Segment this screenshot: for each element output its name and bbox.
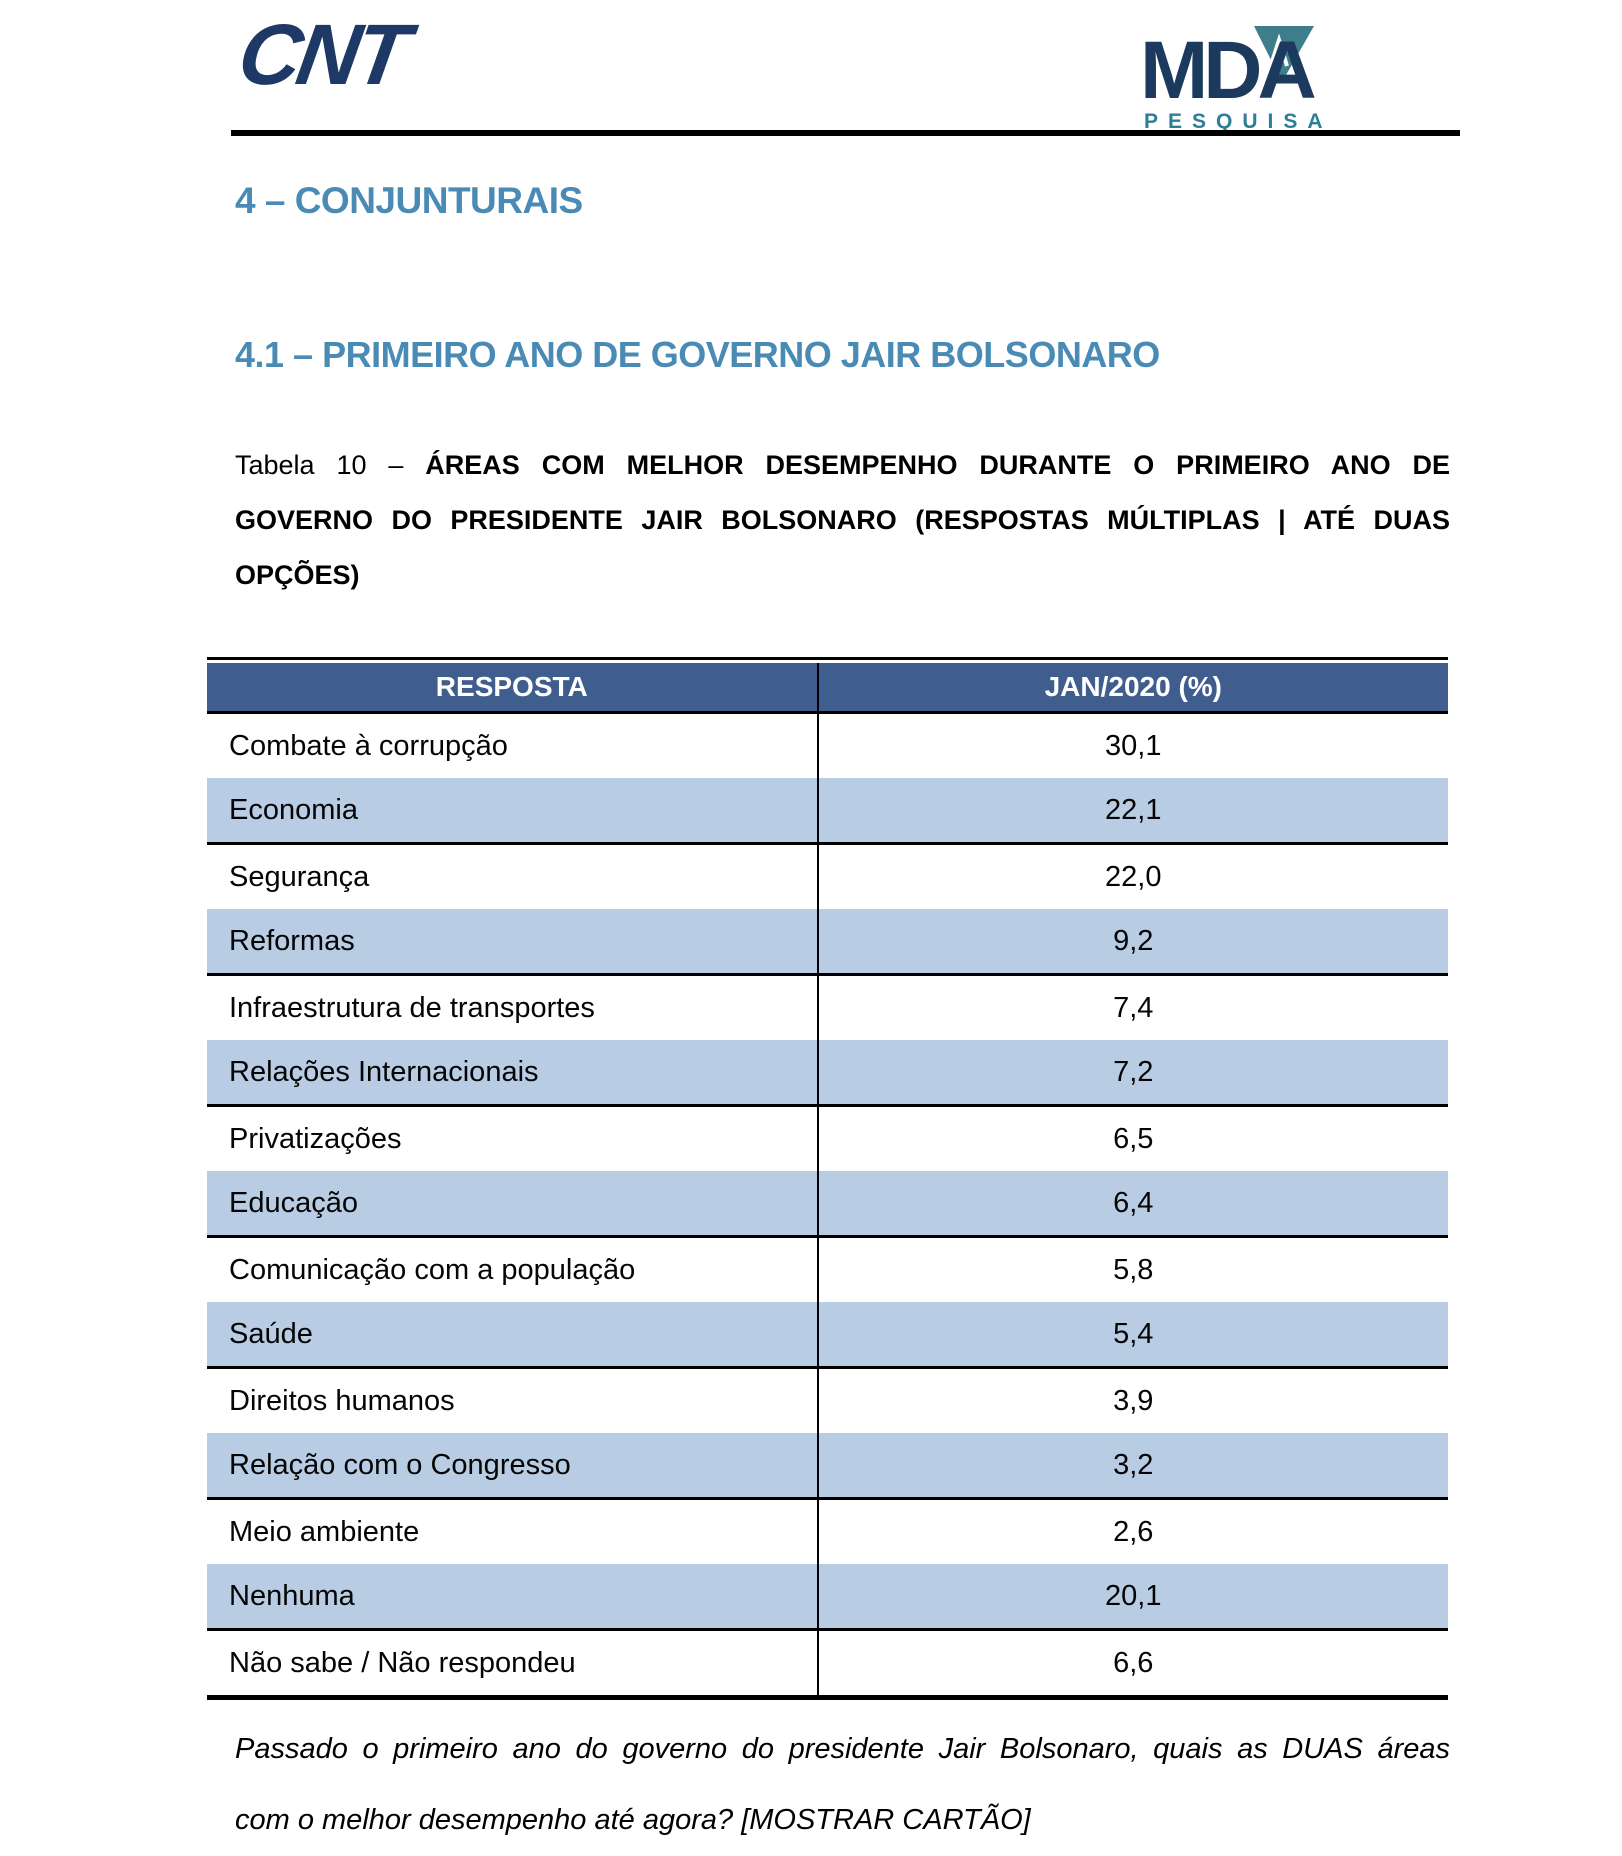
response-label: Direitos humanos bbox=[207, 1367, 819, 1433]
column-header-resposta: RESPOSTA bbox=[207, 663, 819, 714]
mda-pulse-icon bbox=[1258, 33, 1289, 74]
response-value: 5,8 bbox=[1113, 1253, 1154, 1286]
section-heading: 4 – CONJUNTURAIS bbox=[235, 180, 583, 221]
table-row: Direitos humanos 3,9 bbox=[207, 1367, 1448, 1433]
mda-logo-subtext: PESQUISA bbox=[1144, 110, 1333, 132]
response-label: Relação com o Congresso bbox=[207, 1433, 819, 1500]
table-caption-line-3: OPÇÕES) bbox=[235, 560, 360, 590]
response-label: Nenhuma bbox=[207, 1564, 819, 1631]
response-value: 6,4 bbox=[817, 1171, 1448, 1238]
response-label: Comunicação com a população bbox=[207, 1236, 819, 1302]
response-label: Segurança bbox=[207, 843, 819, 909]
footnote-line-1: Passado o primeiro ano do governo do pre… bbox=[235, 1733, 1450, 1765]
response-label: Relações Internacionais bbox=[207, 1040, 819, 1107]
results-table-wrapper: RESPOSTA JAN/2020 (%) Combate à corrupçã… bbox=[207, 657, 1448, 1700]
survey-question-footnote: Passado o primeiro ano do governo do pre… bbox=[235, 1714, 1450, 1856]
response-value: 3,2 bbox=[817, 1433, 1448, 1500]
mda-logo-graphic: MDA PESQUISA bbox=[1140, 25, 1333, 133]
table-row: Infraestrutura de transportes 7,4 bbox=[207, 974, 1448, 1040]
table-caption-line-2: GOVERNO DO PRESIDENTE JAIR BOLSONARO (RE… bbox=[235, 505, 1450, 535]
response-value: 30,1 bbox=[1105, 729, 1162, 762]
response-value: 6,5 bbox=[1113, 1122, 1154, 1155]
cnt-logo: CNT bbox=[232, 7, 412, 103]
footnote-line-2: com o melhor desempenho até agora? [MOST… bbox=[235, 1804, 1031, 1836]
table-caption-prefix: Tabela 10 – bbox=[235, 450, 426, 480]
response-label: Infraestrutura de transportes bbox=[207, 974, 819, 1040]
table-row: Meio ambiente 2,6 bbox=[207, 1498, 1448, 1564]
response-label: Não sabe / Não respondeu bbox=[207, 1629, 819, 1700]
mda-logo-text: MDA bbox=[1142, 25, 1316, 116]
response-label: Economia bbox=[207, 778, 819, 845]
subsection-heading: 4.1 – PRIMEIRO ANO DE GOVERNO JAIR BOLSO… bbox=[235, 334, 1160, 375]
table-row: Segurança 22,0 bbox=[207, 843, 1448, 909]
response-label: Reformas bbox=[207, 909, 819, 976]
response-label: Saúde bbox=[207, 1302, 819, 1369]
column-header-jan2020: JAN/2020 (%) bbox=[817, 663, 1448, 714]
table-row: Privatizações 6,5 bbox=[207, 1105, 1448, 1171]
response-value: 2,6 bbox=[1113, 1515, 1154, 1548]
table-caption-title-part1: ÁREAS COM MELHOR DESEMPENHO DURANTE O PR… bbox=[425, 450, 1450, 480]
response-label: Privatizações bbox=[207, 1105, 819, 1171]
table-row: Combate à corrupção 30,1 bbox=[207, 712, 1448, 778]
response-value: 22,1 bbox=[817, 778, 1448, 845]
table-caption: Tabela 10 – ÁREAS COM MELHOR DESEMPENHO … bbox=[235, 438, 1450, 603]
table-row: Nenhuma 20,1 bbox=[207, 1564, 1448, 1631]
page-header: CNT MDA PESQUISA bbox=[231, 7, 1460, 137]
table-row: Educação 6,4 bbox=[207, 1171, 1448, 1238]
response-value: 7,2 bbox=[817, 1040, 1448, 1107]
response-value: 9,2 bbox=[817, 909, 1448, 976]
header-rule bbox=[231, 130, 1460, 136]
results-table: RESPOSTA JAN/2020 (%) Combate à corrupçã… bbox=[207, 663, 1448, 1700]
response-value: 5,4 bbox=[817, 1302, 1448, 1369]
table-caption-line-1: Tabela 10 – ÁREAS COM MELHOR DESEMPENHO … bbox=[235, 438, 1450, 493]
header-row: RESPOSTA JAN/2020 (%) bbox=[207, 663, 1448, 714]
table-row: Relação com o Congresso 3,2 bbox=[207, 1433, 1448, 1500]
results-table-head: RESPOSTA JAN/2020 (%) bbox=[207, 663, 1448, 714]
response-label: Educação bbox=[207, 1171, 819, 1238]
response-label: Combate à corrupção bbox=[207, 712, 819, 778]
table-row: Relações Internacionais 7,2 bbox=[207, 1040, 1448, 1107]
table-row: Economia 22,1 bbox=[207, 778, 1448, 845]
mda-pesquisa-logo: MDA PESQUISA bbox=[1140, 16, 1358, 137]
response-value: 20,1 bbox=[817, 1564, 1448, 1631]
table-row: Comunicação com a população 5,8 bbox=[207, 1236, 1448, 1302]
results-table-body: Combate à corrupção 30,1 Economia 22,1 Segur… bbox=[207, 712, 1448, 1700]
response-value: 3,9 bbox=[1113, 1384, 1154, 1417]
response-value: 7,4 bbox=[1113, 991, 1154, 1024]
cnt-logo-text: CNT bbox=[232, 7, 413, 103]
response-label: Meio ambiente bbox=[207, 1498, 819, 1564]
table-row: Não sabe / Não respondeu 6,6 bbox=[207, 1629, 1448, 1700]
table-row: Saúde 5,4 bbox=[207, 1302, 1448, 1369]
table-row: Reformas 9,2 bbox=[207, 909, 1448, 976]
response-value: 6,6 bbox=[817, 1629, 1448, 1700]
response-value: 22,0 bbox=[1105, 860, 1162, 893]
